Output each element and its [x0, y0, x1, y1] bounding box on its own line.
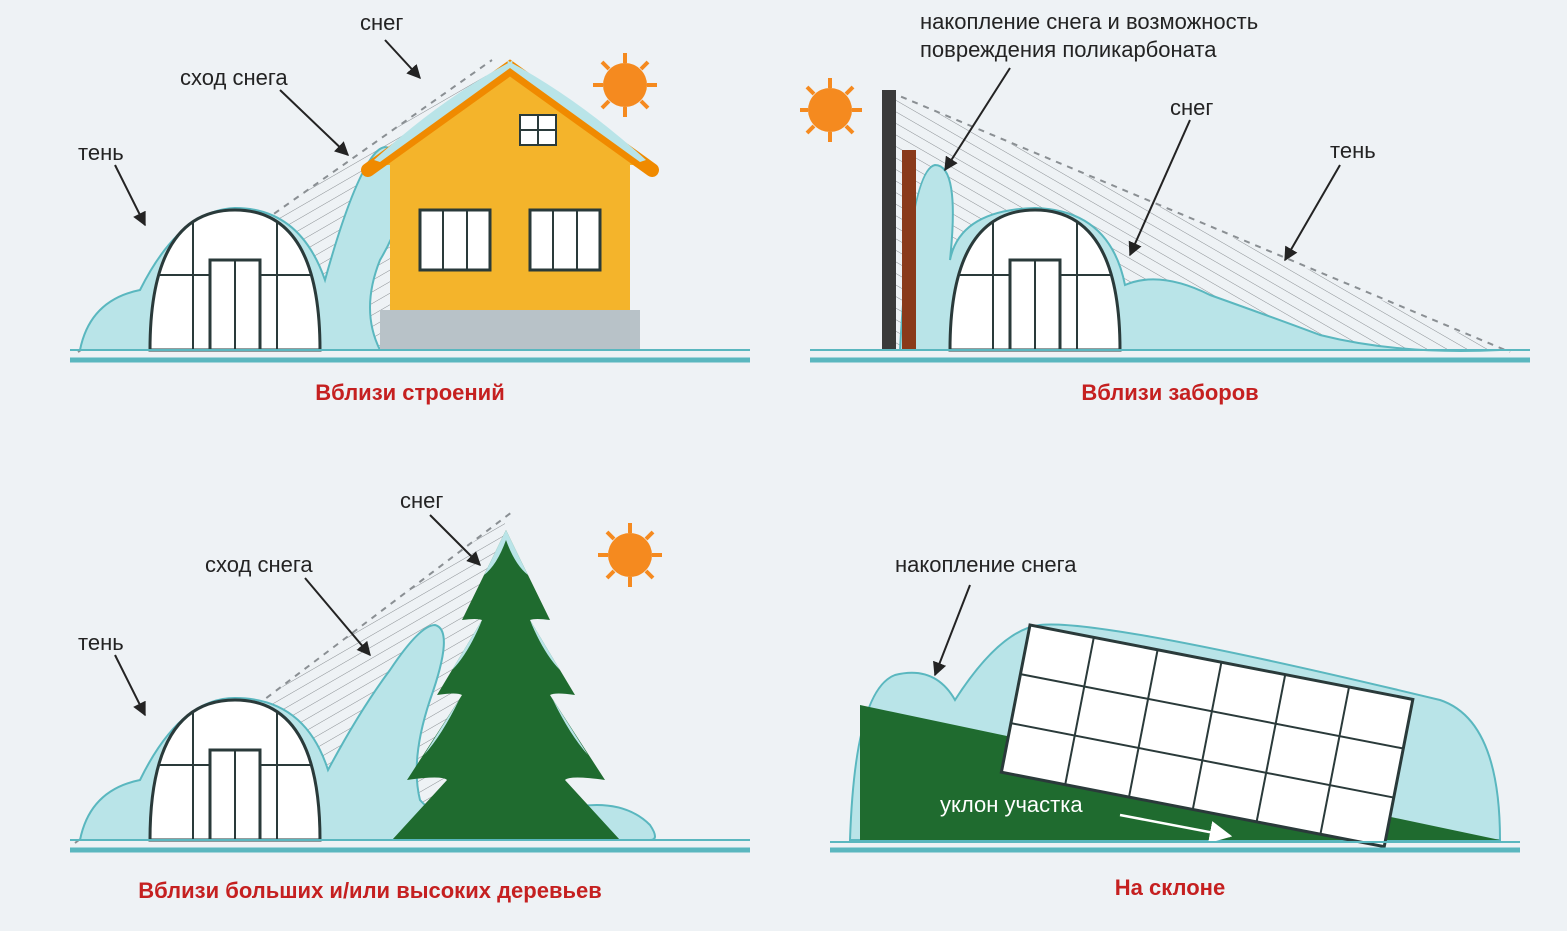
panel-near-buildings: снег сход снега тень Вблизи строений: [60, 10, 760, 440]
caption-near-buildings: Вблизи строений: [60, 380, 760, 406]
label-shadow: тень: [1330, 138, 1376, 164]
label-snow: снег: [1170, 95, 1213, 121]
sun-icon: [800, 78, 862, 142]
panel4-svg: [800, 530, 1540, 870]
label-slide: сход снега: [180, 65, 288, 91]
panel3-svg: [60, 480, 760, 880]
panel-near-fences: накопление снега и возможность поврежден…: [800, 10, 1540, 440]
label-accum: накопление снега и возможность поврежден…: [920, 8, 1340, 63]
label-slide: сход снега: [205, 552, 313, 578]
panel-on-slope: накопление снега уклон участка На склоне: [800, 530, 1540, 930]
label-accum-text: накопление снега и возможность поврежден…: [920, 8, 1340, 63]
caption-near-trees: Вблизи больших и/или высоких деревьев: [20, 878, 720, 904]
label-snow: снег: [360, 10, 403, 36]
caption-near-fences: Вблизи заборов: [800, 380, 1540, 406]
label-grade: уклон участка: [940, 792, 1083, 818]
house-icon: [368, 61, 652, 350]
sun-icon: [593, 53, 657, 117]
label-accum: накопление снега: [895, 552, 1076, 578]
label-shadow: тень: [78, 630, 124, 656]
panel2-svg: [800, 10, 1540, 390]
caption-on-slope: На склоне: [800, 875, 1540, 901]
label-shadow: тень: [78, 140, 124, 166]
panel-near-trees: снег сход снега тень Вблизи больших и/ил…: [60, 480, 760, 930]
label-snow: снег: [400, 488, 443, 514]
panel1-svg: [60, 10, 760, 390]
sun-icon: [598, 523, 662, 587]
